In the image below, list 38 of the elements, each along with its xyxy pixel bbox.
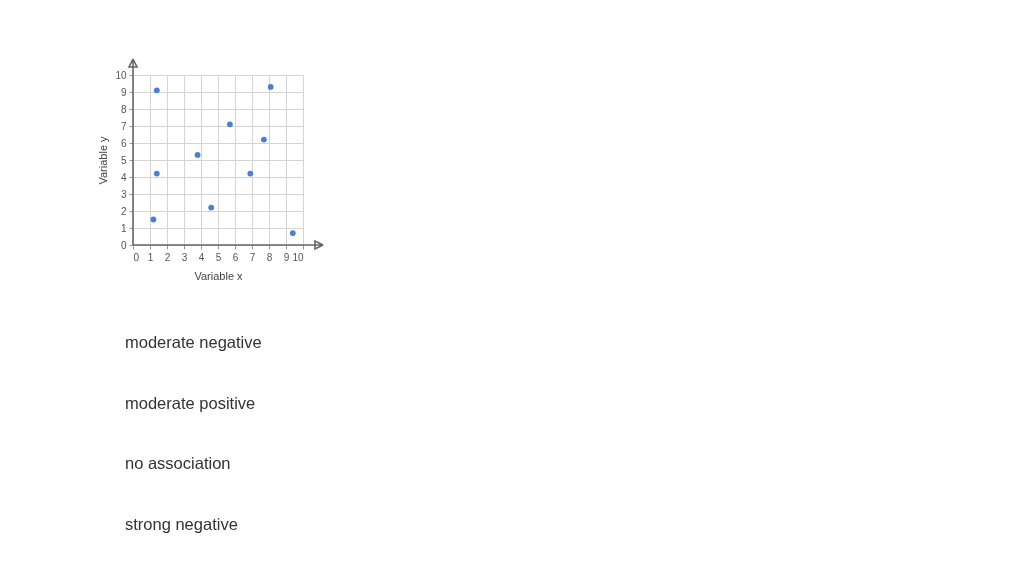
- y-tick-label: 0: [120, 239, 127, 251]
- y-tick-label: 3: [120, 188, 127, 200]
- x-tick-label: 0: [133, 251, 140, 263]
- point: [194, 151, 201, 158]
- text: strong negative: [125, 514, 238, 533]
- x-tick-label: 2: [164, 251, 171, 263]
- x-tick-label: 1: [147, 251, 154, 263]
- y-tick-label: 5: [120, 154, 127, 166]
- point: [267, 83, 274, 90]
- point: [153, 87, 160, 94]
- x-tick-label: 9: [283, 251, 290, 263]
- x-axis-title: Variable x: [194, 269, 244, 282]
- point: [208, 204, 215, 211]
- text: moderate positive: [125, 393, 256, 412]
- point: [289, 230, 296, 237]
- x-tick-label: 7: [249, 251, 256, 263]
- y-tick-label: 7: [120, 120, 127, 132]
- x-tick-label: 8: [266, 251, 273, 263]
- y-tick-label: 2: [120, 205, 127, 217]
- y-tick-label: 1: [120, 222, 127, 234]
- y-tick-label: 4: [120, 171, 127, 183]
- text: no association: [125, 454, 231, 472]
- y-tick-label: 8: [120, 103, 127, 115]
- point: [260, 136, 267, 143]
- point: [247, 170, 254, 177]
- y-tick-label: 10: [115, 69, 127, 81]
- x-tick-label: 10: [292, 251, 304, 263]
- x-tick-label: 6: [232, 251, 239, 263]
- y-axis-title: Variable y: [97, 135, 110, 185]
- y-tick-label: 9: [120, 86, 127, 98]
- x-tick-label: 4: [198, 251, 205, 263]
- point: [226, 121, 233, 128]
- x-tick-label: 3: [181, 251, 188, 263]
- y-tick-label: 6: [120, 137, 127, 149]
- point: [150, 216, 157, 223]
- text: moderate negative: [125, 333, 262, 351]
- x-tick-label: 5: [215, 251, 222, 263]
- point: [153, 170, 160, 177]
